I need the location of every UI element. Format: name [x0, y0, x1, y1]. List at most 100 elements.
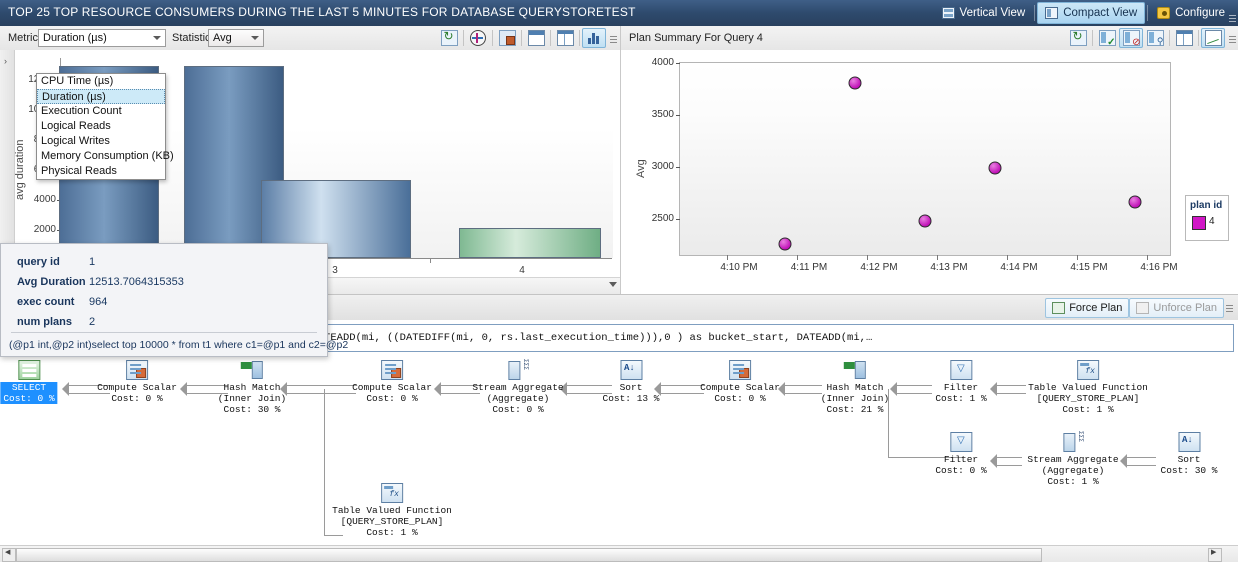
- track-query-button[interactable]: [466, 28, 490, 48]
- configure-label: Configure: [1175, 7, 1225, 19]
- plan-node-hash-match-1[interactable]: Hash Match (Inner Join) Cost: 30 %: [218, 360, 286, 415]
- plan-node-sort-2[interactable]: Sort Cost: 30 %: [1160, 432, 1218, 476]
- scatter-point[interactable]: [918, 214, 932, 228]
- plan-node-cost: Cost: 1 %: [366, 527, 418, 538]
- plan-node-stream-aggregate-1[interactable]: Stream Aggregate (Aggregate) Cost: 0 %: [472, 359, 563, 415]
- plan-node-sort-1[interactable]: Sort Cost: 13 %: [602, 360, 660, 404]
- force-plan-label: Force Plan: [1069, 301, 1123, 314]
- vertical-view-button[interactable]: Vertical View: [935, 2, 1033, 24]
- tooltip-value-num-plans: 2: [89, 316, 96, 328]
- plan-node-subtitle: (Inner Join): [217, 393, 287, 404]
- select-icon: [18, 360, 40, 380]
- left-collapse-tab[interactable]: ›: [0, 50, 15, 294]
- tooltip-key-query-id: query id: [17, 256, 60, 268]
- metric-option-physical-reads[interactable]: Physical Reads: [41, 165, 117, 177]
- compute-scalar-icon: [125, 360, 148, 380]
- plan-grid-view-button[interactable]: [1172, 28, 1196, 48]
- bar-query-4[interactable]: [459, 228, 601, 258]
- scatter-x-tick: [1007, 255, 1008, 260]
- metric-option-cpu-time[interactable]: CPU Time (µs): [41, 75, 114, 87]
- metric-dropdown-list[interactable]: CPU Time (µs) Duration (µs) Execution Co…: [36, 73, 174, 180]
- scatter-y-tick-2500: 2500: [632, 213, 680, 224]
- metric-combo[interactable]: Duration (µs): [38, 29, 166, 47]
- scatter-point[interactable]: [778, 237, 792, 251]
- scroll-right-button[interactable]: [1208, 548, 1222, 562]
- tooltip-value-query-id: 1: [89, 256, 96, 268]
- chart-view-icon: [1204, 30, 1222, 46]
- plan-node-compute-scalar-3[interactable]: Compute Scalar Cost: 0 %: [700, 360, 780, 404]
- scatter-point[interactable]: [848, 76, 862, 90]
- right-toolbar: Plan Summary For Query 4: [621, 26, 1238, 51]
- plan-node-cost: Cost: 30 %: [223, 404, 281, 415]
- refresh-button[interactable]: [437, 28, 461, 48]
- left-toolbar: Metric Duration (µs) Statistic Avg: [0, 26, 620, 51]
- right-toolbar-overflow-grip[interactable]: [1229, 34, 1236, 44]
- scroll-thumb[interactable]: [16, 548, 1042, 562]
- bar-y-tick-4000: 4000: [10, 194, 61, 205]
- plan-node-tvf-2[interactable]: Table Valued Function [QUERY_STORE_PLAN]…: [332, 483, 452, 538]
- toolbar-divider: [1092, 30, 1093, 46]
- force-plan-button[interactable]: Force Plan: [1045, 297, 1130, 318]
- plan-node-compute-scalar-1[interactable]: Compute Scalar Cost: 0 %: [97, 360, 177, 404]
- forced-plan-icon: [1098, 30, 1116, 48]
- plan-node-select[interactable]: SELECT Cost: 0 %: [0, 360, 58, 404]
- plan-summary-scatter-chart[interactable]: Avg 4000 3500 3000 2500 4:10 PM 4:11 PM: [621, 50, 1238, 294]
- scatter-point[interactable]: [1128, 195, 1142, 209]
- plan-node-hash-match-2[interactable]: Hash Match (Inner Join) Cost: 21 %: [821, 360, 889, 415]
- track-query-icon: [470, 30, 486, 46]
- window-title-bar: TOP 25 TOP RESOURCE CONSUMERS DURING THE…: [0, 0, 1238, 26]
- grid-view-button[interactable]: [524, 28, 548, 48]
- toolbar-overflow-grip[interactable]: [1229, 13, 1236, 23]
- scatter-x-tick: [727, 255, 728, 260]
- view-mode-buttons: Vertical View Compact View Configure: [935, 1, 1232, 25]
- metric-value: Duration (µs): [43, 32, 107, 44]
- execution-plan-diagram[interactable]: SELECT Cost: 0 % Compute Scalar Cost: 0 …: [0, 356, 1238, 546]
- plan-arrow: [180, 382, 228, 396]
- refresh-plan-button[interactable]: [1066, 28, 1090, 48]
- scroll-left-button[interactable]: [2, 548, 16, 562]
- plan-node-tvf-1[interactable]: Table Valued Function [QUERY_STORE_PLAN]…: [1028, 360, 1148, 415]
- chevron-down-icon: [251, 36, 259, 40]
- bar-x-label-3: 3: [332, 265, 338, 276]
- bar-chart-icon: [587, 31, 602, 45]
- stream-aggregate-icon: [507, 359, 529, 380]
- hash-match-icon: [240, 360, 263, 380]
- metric-option-memory-consumption[interactable]: Memory Consumption (KB): [41, 150, 174, 162]
- unforced-plan-button[interactable]: [1119, 28, 1143, 48]
- tooltip-sql-text: (@p1 int,@p2 int)select top 10000 * from…: [9, 339, 349, 351]
- refresh-icon: [1069, 29, 1087, 46]
- metric-option-logical-reads[interactable]: Logical Reads: [41, 120, 111, 132]
- plan-node-subtitle: [QUERY_STORE_PLAN]: [340, 516, 444, 527]
- metric-option-logical-writes[interactable]: Logical Writes: [41, 135, 110, 147]
- bar-chart-view-button[interactable]: [582, 28, 606, 48]
- force-toolbar-overflow-grip[interactable]: [1226, 303, 1233, 313]
- compare-plans-button[interactable]: [1143, 28, 1167, 48]
- bottom-horizontal-scrollbar[interactable]: [0, 545, 1238, 562]
- statistic-combo[interactable]: Avg: [208, 29, 264, 47]
- plan-chart-view-button[interactable]: [1201, 28, 1225, 48]
- gear-icon: [1157, 7, 1171, 19]
- plan-connector: [324, 531, 343, 536]
- filter-icon: [950, 432, 972, 452]
- plan-node-cost: Cost: 0 %: [935, 465, 987, 476]
- plan-node-filter-1[interactable]: Filter Cost: 1 %: [935, 360, 987, 404]
- chevron-down-icon: [153, 36, 161, 40]
- table-view-button[interactable]: [553, 28, 577, 48]
- metric-option-duration[interactable]: Duration (µs): [37, 89, 165, 104]
- plan-node-compute-scalar-2[interactable]: Compute Scalar Cost: 0 %: [352, 360, 432, 404]
- scatter-point[interactable]: [988, 161, 1002, 175]
- unforce-plan-button[interactable]: Unforce Plan: [1129, 297, 1224, 318]
- compact-view-button[interactable]: Compact View: [1037, 2, 1146, 24]
- zoom-back-button[interactable]: [495, 28, 519, 48]
- left-toolbar-overflow-grip[interactable]: [610, 34, 617, 44]
- forced-plan-button[interactable]: [1095, 28, 1119, 48]
- compact-view-label: Compact View: [1063, 7, 1138, 19]
- stream-aggregate-icon: [1062, 431, 1084, 452]
- plan-node-stream-aggregate-2[interactable]: Stream Aggregate (Aggregate) Cost: 1 %: [1027, 431, 1118, 487]
- metric-option-exec-count[interactable]: Execution Count: [41, 105, 122, 117]
- filter-icon: [950, 360, 972, 380]
- configure-button[interactable]: Configure: [1150, 2, 1232, 24]
- plan-node-filter-2[interactable]: Filter Cost: 0 %: [935, 432, 987, 476]
- plan-node-name: Filter: [943, 382, 979, 393]
